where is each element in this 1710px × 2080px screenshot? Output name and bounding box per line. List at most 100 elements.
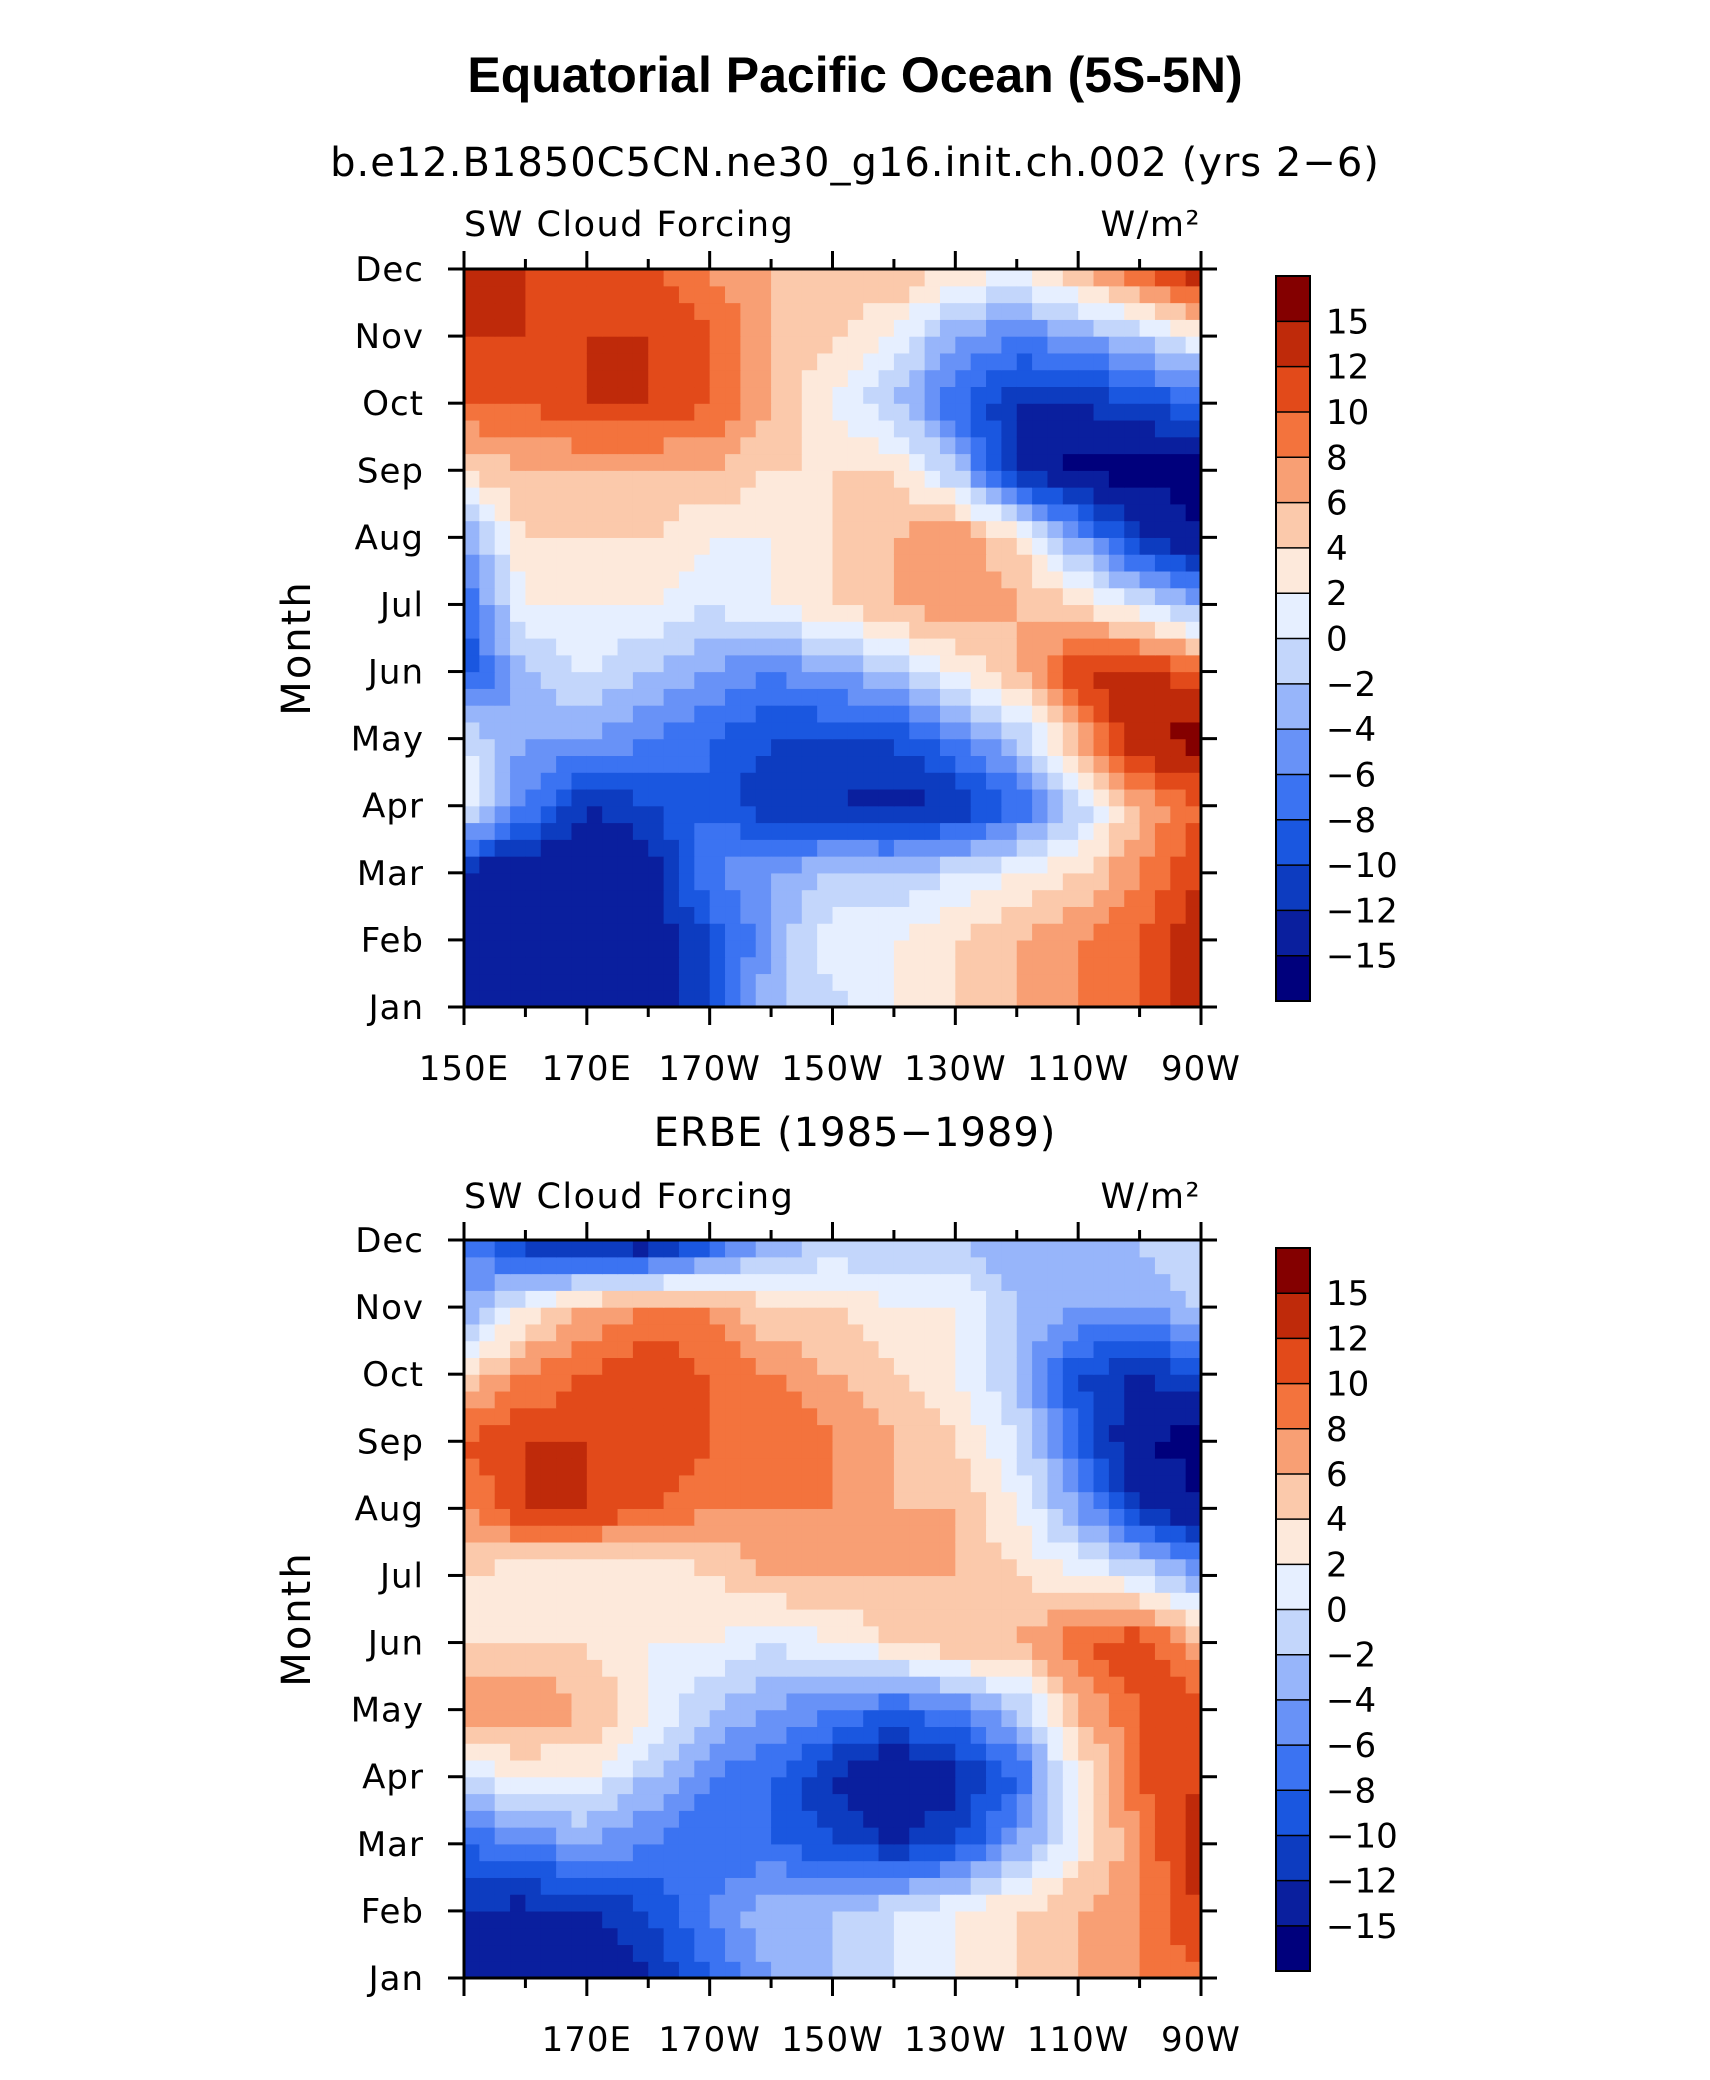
- colorbar-label: 12: [1326, 348, 1369, 388]
- data-cell: [970, 570, 987, 589]
- data-cell: [663, 1827, 680, 1845]
- data-cell: [663, 1307, 680, 1325]
- data-cell: [909, 537, 926, 555]
- data-cell: [832, 1659, 849, 1677]
- data-cell: [939, 1894, 956, 1912]
- data-cell: [1062, 1743, 1079, 1761]
- data-cell: [909, 1273, 926, 1291]
- data-cell: [663, 403, 680, 421]
- data-cell: [863, 403, 880, 421]
- data-cell: [801, 973, 818, 991]
- data-cell: [694, 453, 711, 471]
- data-cell: [893, 352, 910, 371]
- data-cell: [479, 369, 496, 388]
- data-cell: [694, 1860, 711, 1878]
- data-cell: [1062, 336, 1079, 354]
- data-cell: [1124, 319, 1141, 337]
- data-cell: [1093, 1424, 1110, 1442]
- data-cell: [1078, 1894, 1095, 1912]
- data-cell: [1047, 1474, 1064, 1493]
- data-cell: [510, 822, 527, 840]
- data-cell: [755, 1273, 772, 1291]
- data-cell: [847, 671, 864, 689]
- data-cell: [1032, 369, 1049, 388]
- data-cell: [755, 654, 772, 673]
- data-cell: [1062, 386, 1079, 404]
- data-cell: [1001, 1273, 1018, 1291]
- data-cell: [586, 1307, 603, 1325]
- data-cell: [1154, 1759, 1171, 1778]
- data-cell: [893, 336, 910, 354]
- data-cell: [1078, 1944, 1095, 1962]
- data-cell: [725, 654, 741, 673]
- data-cell: [847, 638, 864, 656]
- data-cell: [1047, 403, 1064, 421]
- data-cell: [847, 1877, 864, 1895]
- data-cell: [1170, 1877, 1187, 1895]
- data-cell: [832, 738, 849, 757]
- data-cell: [755, 1692, 772, 1711]
- data-cell: [847, 554, 864, 572]
- data-cell: [632, 285, 649, 304]
- data-cell: [1078, 436, 1095, 455]
- data-cell: [755, 889, 772, 907]
- data-cell: [1185, 487, 1202, 505]
- data-cell: [955, 1642, 972, 1660]
- data-cell: [1062, 1575, 1079, 1593]
- data-cell: [1062, 1827, 1079, 1845]
- data-cell: [939, 1961, 956, 1979]
- data-cell: [586, 1407, 603, 1426]
- data-cell: [740, 872, 757, 891]
- data-cell: [1032, 1642, 1049, 1660]
- data-cell: [863, 1894, 880, 1912]
- data-cell: [1154, 302, 1171, 320]
- data-cell: [1001, 352, 1018, 371]
- data-cell: [924, 805, 941, 824]
- data-cell: [1062, 1625, 1079, 1644]
- data-cell: [510, 1240, 527, 1258]
- data-cell: [1185, 1659, 1202, 1677]
- data-cell: [1001, 1474, 1018, 1493]
- data-cell: [540, 1860, 557, 1878]
- data-cell: [893, 1810, 910, 1828]
- data-cell: [1016, 705, 1033, 723]
- data-cell: [464, 1273, 480, 1291]
- data-cell: [1185, 1491, 1202, 1509]
- data-cell: [863, 537, 880, 555]
- data-cell: [847, 1474, 864, 1493]
- data-cell: [909, 1743, 926, 1761]
- data-cell: [771, 973, 788, 991]
- data-cell: [970, 805, 987, 824]
- data-cell: [1139, 1541, 1156, 1560]
- data-cell: [755, 1307, 772, 1325]
- data-cell: [832, 369, 849, 388]
- data-cell: [955, 1692, 972, 1711]
- data-cell: [678, 1592, 695, 1610]
- data-cell: [1093, 1508, 1110, 1526]
- data-cell: [709, 1474, 726, 1493]
- data-cell: [847, 1961, 864, 1979]
- data-cell: [1154, 520, 1171, 538]
- data-cell: [817, 1357, 834, 1375]
- data-cell: [986, 805, 1002, 824]
- data-cell: [632, 1759, 649, 1778]
- data-cell: [1170, 1860, 1187, 1878]
- data-cell: [1078, 1676, 1095, 1694]
- data-cell: [1154, 1357, 1171, 1375]
- data-cell: [1093, 369, 1110, 388]
- data-cell: [986, 1256, 1002, 1275]
- data-cell: [1062, 1491, 1079, 1509]
- data-cell: [464, 1525, 480, 1543]
- data-cell: [863, 1927, 880, 1946]
- data-cell: [1001, 1240, 1018, 1258]
- data-cell: [1139, 285, 1156, 304]
- data-cell: [863, 1458, 880, 1476]
- data-cell: [832, 1877, 849, 1895]
- data-cell: [1016, 671, 1033, 689]
- data-cell: [1185, 839, 1202, 857]
- data-cell: [955, 554, 972, 572]
- data-cell: [678, 1240, 695, 1258]
- data-cell: [893, 1407, 910, 1426]
- data-cell: [648, 520, 665, 538]
- data-cell: [1078, 1474, 1095, 1493]
